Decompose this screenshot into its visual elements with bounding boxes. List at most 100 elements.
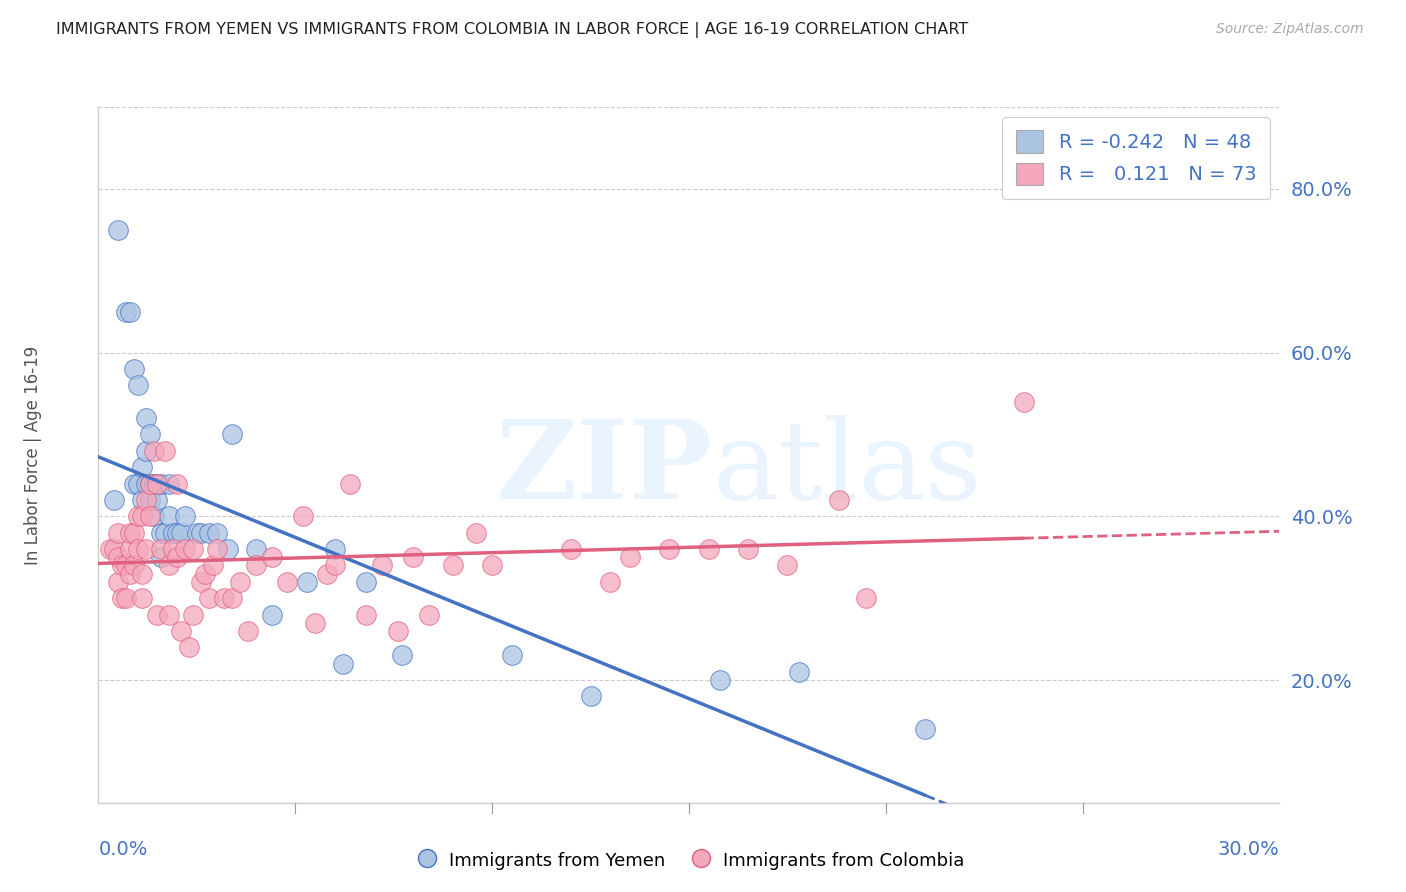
Point [323, 542, 346, 557]
Point [181, 542, 204, 557]
Point [146, 607, 169, 622]
Point [131, 566, 153, 581]
Point [174, 542, 197, 557]
Point [138, 476, 160, 491]
Point [127, 509, 149, 524]
Point [221, 427, 243, 442]
Point [103, 542, 125, 557]
Point [122, 362, 145, 376]
Point [166, 525, 188, 540]
Point [481, 558, 503, 573]
Text: ZIP: ZIP [496, 416, 713, 523]
Point [229, 574, 252, 589]
Point [138, 476, 160, 491]
Point [579, 690, 602, 704]
Point [214, 591, 236, 606]
Text: In Labor Force | Age 16-19: In Labor Force | Age 16-19 [24, 345, 42, 565]
Point [115, 304, 138, 318]
Point [245, 558, 267, 573]
Point [111, 558, 134, 573]
Point [118, 566, 141, 581]
Point [1012, 394, 1035, 409]
Point [135, 476, 157, 491]
Point [122, 558, 145, 573]
Point [157, 509, 180, 524]
Text: 0.0%: 0.0% [98, 840, 148, 859]
Point [170, 525, 193, 540]
Point [107, 550, 129, 565]
Point [131, 492, 153, 507]
Point [465, 525, 488, 540]
Point [371, 558, 394, 573]
Point [709, 673, 731, 687]
Point [122, 476, 145, 491]
Point [260, 607, 283, 622]
Point [236, 624, 259, 638]
Point [155, 443, 177, 458]
Point [146, 492, 169, 507]
Point [138, 492, 160, 507]
Point [150, 550, 173, 565]
Point [787, 665, 810, 679]
Point [205, 542, 228, 557]
Point [501, 648, 523, 663]
Point [122, 525, 145, 540]
Point [190, 574, 212, 589]
Point [166, 476, 188, 491]
Point [157, 476, 180, 491]
Point [107, 223, 129, 237]
Point [190, 525, 212, 540]
Point [138, 427, 160, 442]
Point [304, 615, 326, 630]
Point [142, 509, 165, 524]
Point [135, 411, 157, 425]
Point [150, 542, 173, 557]
Point [737, 542, 759, 557]
Point [354, 607, 377, 622]
Point [221, 591, 243, 606]
Point [315, 566, 337, 581]
Point [855, 591, 877, 606]
Point [245, 542, 267, 557]
Point [138, 509, 160, 524]
Point [107, 574, 129, 589]
Point [197, 525, 219, 540]
Point [391, 648, 413, 663]
Point [155, 525, 177, 540]
Legend: Immigrants from Yemen, Immigrants from Colombia: Immigrants from Yemen, Immigrants from C… [406, 842, 972, 879]
Point [127, 476, 149, 491]
Point [194, 566, 217, 581]
Point [217, 542, 239, 557]
Point [142, 476, 165, 491]
Point [441, 558, 464, 573]
Point [170, 624, 193, 638]
Point [118, 542, 141, 557]
Point [332, 657, 354, 671]
Point [619, 550, 641, 565]
Point [776, 558, 799, 573]
Point [402, 550, 425, 565]
Point [150, 476, 173, 491]
Point [127, 378, 149, 392]
Point [339, 476, 361, 491]
Point [658, 542, 681, 557]
Point [157, 558, 180, 573]
Text: 30.0%: 30.0% [1218, 840, 1279, 859]
Point [295, 574, 318, 589]
Text: IMMIGRANTS FROM YEMEN VS IMMIGRANTS FROM COLOMBIA IN LABOR FORCE | AGE 16-19 COR: IMMIGRANTS FROM YEMEN VS IMMIGRANTS FROM… [56, 22, 969, 38]
Point [292, 509, 315, 524]
Point [354, 574, 377, 589]
Point [131, 509, 153, 524]
Point [177, 640, 200, 655]
Legend: R = -0.242   N = 48, R =   0.121   N = 73: R = -0.242 N = 48, R = 0.121 N = 73 [1002, 117, 1270, 199]
Point [387, 624, 409, 638]
Point [697, 542, 720, 557]
Point [142, 443, 165, 458]
Point [174, 509, 197, 524]
Point [162, 542, 184, 557]
Point [146, 476, 169, 491]
Point [131, 460, 153, 475]
Text: atlas: atlas [713, 416, 983, 523]
Point [181, 607, 204, 622]
Point [157, 607, 180, 622]
